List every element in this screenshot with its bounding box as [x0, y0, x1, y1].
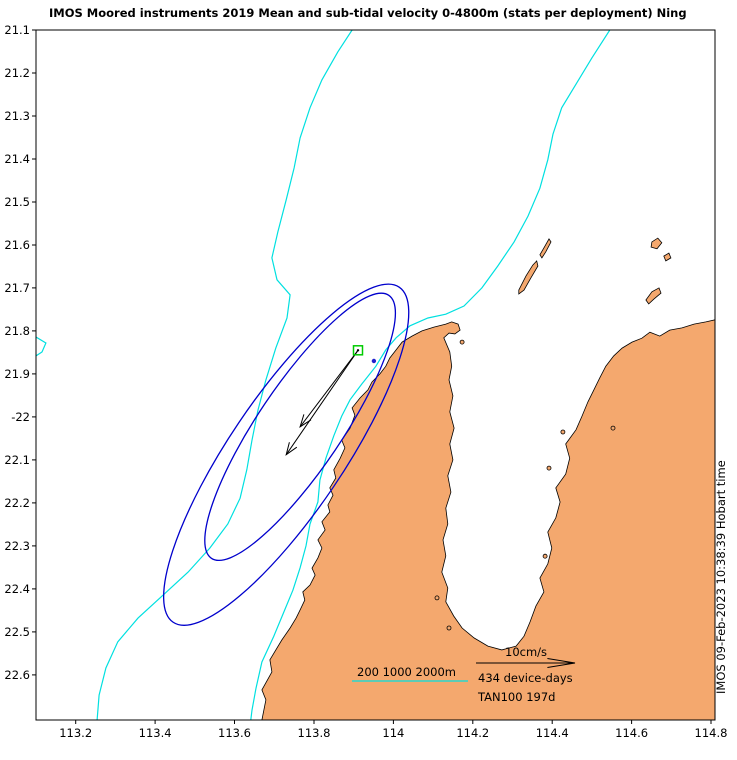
islet — [560, 429, 566, 435]
y-tick-label: 22.2 — [4, 496, 30, 510]
velocity-vector-head — [285, 442, 298, 456]
bathymetry-contour — [36, 336, 47, 357]
velocity-vector — [285, 350, 359, 455]
x-tick-label: 113.6 — [218, 726, 251, 740]
x-tick-label: 114 — [382, 726, 404, 740]
legend-scale-arrow-head — [547, 658, 576, 668]
x-tick-label: 114.2 — [456, 726, 489, 740]
x-tick-label: 113.2 — [59, 726, 92, 740]
island — [539, 238, 552, 259]
velocity-vector — [299, 349, 359, 428]
y-tick-label: 21.9 — [4, 367, 30, 381]
x-tick-label: 113.8 — [298, 726, 331, 740]
islet — [610, 425, 616, 431]
y-tick-label: 22.6 — [4, 668, 30, 682]
islet — [459, 339, 465, 345]
y-tick-label: 22.4 — [4, 582, 30, 596]
islet — [542, 553, 548, 559]
x-tick-label: 114.8 — [695, 726, 728, 740]
island — [518, 260, 539, 295]
y-tick-label: 22.5 — [4, 625, 30, 639]
y-tick-label: 21.7 — [4, 281, 30, 295]
chart-title: IMOS Moored instruments 2019 Mean and su… — [49, 6, 687, 20]
bathymetry-contour — [250, 30, 611, 720]
plot-frame — [35, 29, 716, 721]
islet — [446, 625, 452, 631]
islet — [434, 595, 440, 601]
station-dot — [371, 358, 377, 364]
y-tick-label: 21.5 — [4, 195, 30, 209]
x-tick-label: 114.6 — [615, 726, 648, 740]
velocity-vector-head — [299, 414, 312, 428]
variance-ellipse — [162, 283, 410, 626]
legend-contour-label: 200 1000 2000m — [357, 665, 456, 679]
legend-deployment: TAN100 197d — [477, 690, 555, 704]
y-tick-label: 21.8 — [4, 324, 30, 338]
island — [645, 287, 662, 305]
map-layers — [36, 30, 715, 720]
x-tick-label: 114.4 — [536, 726, 569, 740]
island — [663, 252, 672, 262]
island — [650, 237, 663, 250]
y-tick-label: 21.2 — [4, 66, 30, 80]
variance-ellipse — [204, 292, 397, 562]
land-mainland — [261, 319, 715, 720]
y-tick-label: 21.3 — [4, 109, 30, 123]
y-tick-label: 21.1 — [4, 23, 30, 37]
x-tick-label: 113.4 — [139, 726, 172, 740]
mooring-point — [356, 349, 360, 352]
legend-device-days: 434 device-days — [478, 671, 573, 685]
y-tick-label: 22.1 — [4, 453, 30, 467]
y-tick-label: 22.3 — [4, 539, 30, 553]
y-tick-label: -22 — [11, 410, 30, 424]
islet — [546, 465, 552, 471]
mooring-marker — [352, 345, 364, 356]
y-tick-label: 21.6 — [4, 238, 30, 252]
bathymetry-contour — [96, 30, 353, 720]
y-tick-label: 21.4 — [4, 152, 30, 166]
legend-scale-label: 10cm/s — [505, 645, 547, 659]
